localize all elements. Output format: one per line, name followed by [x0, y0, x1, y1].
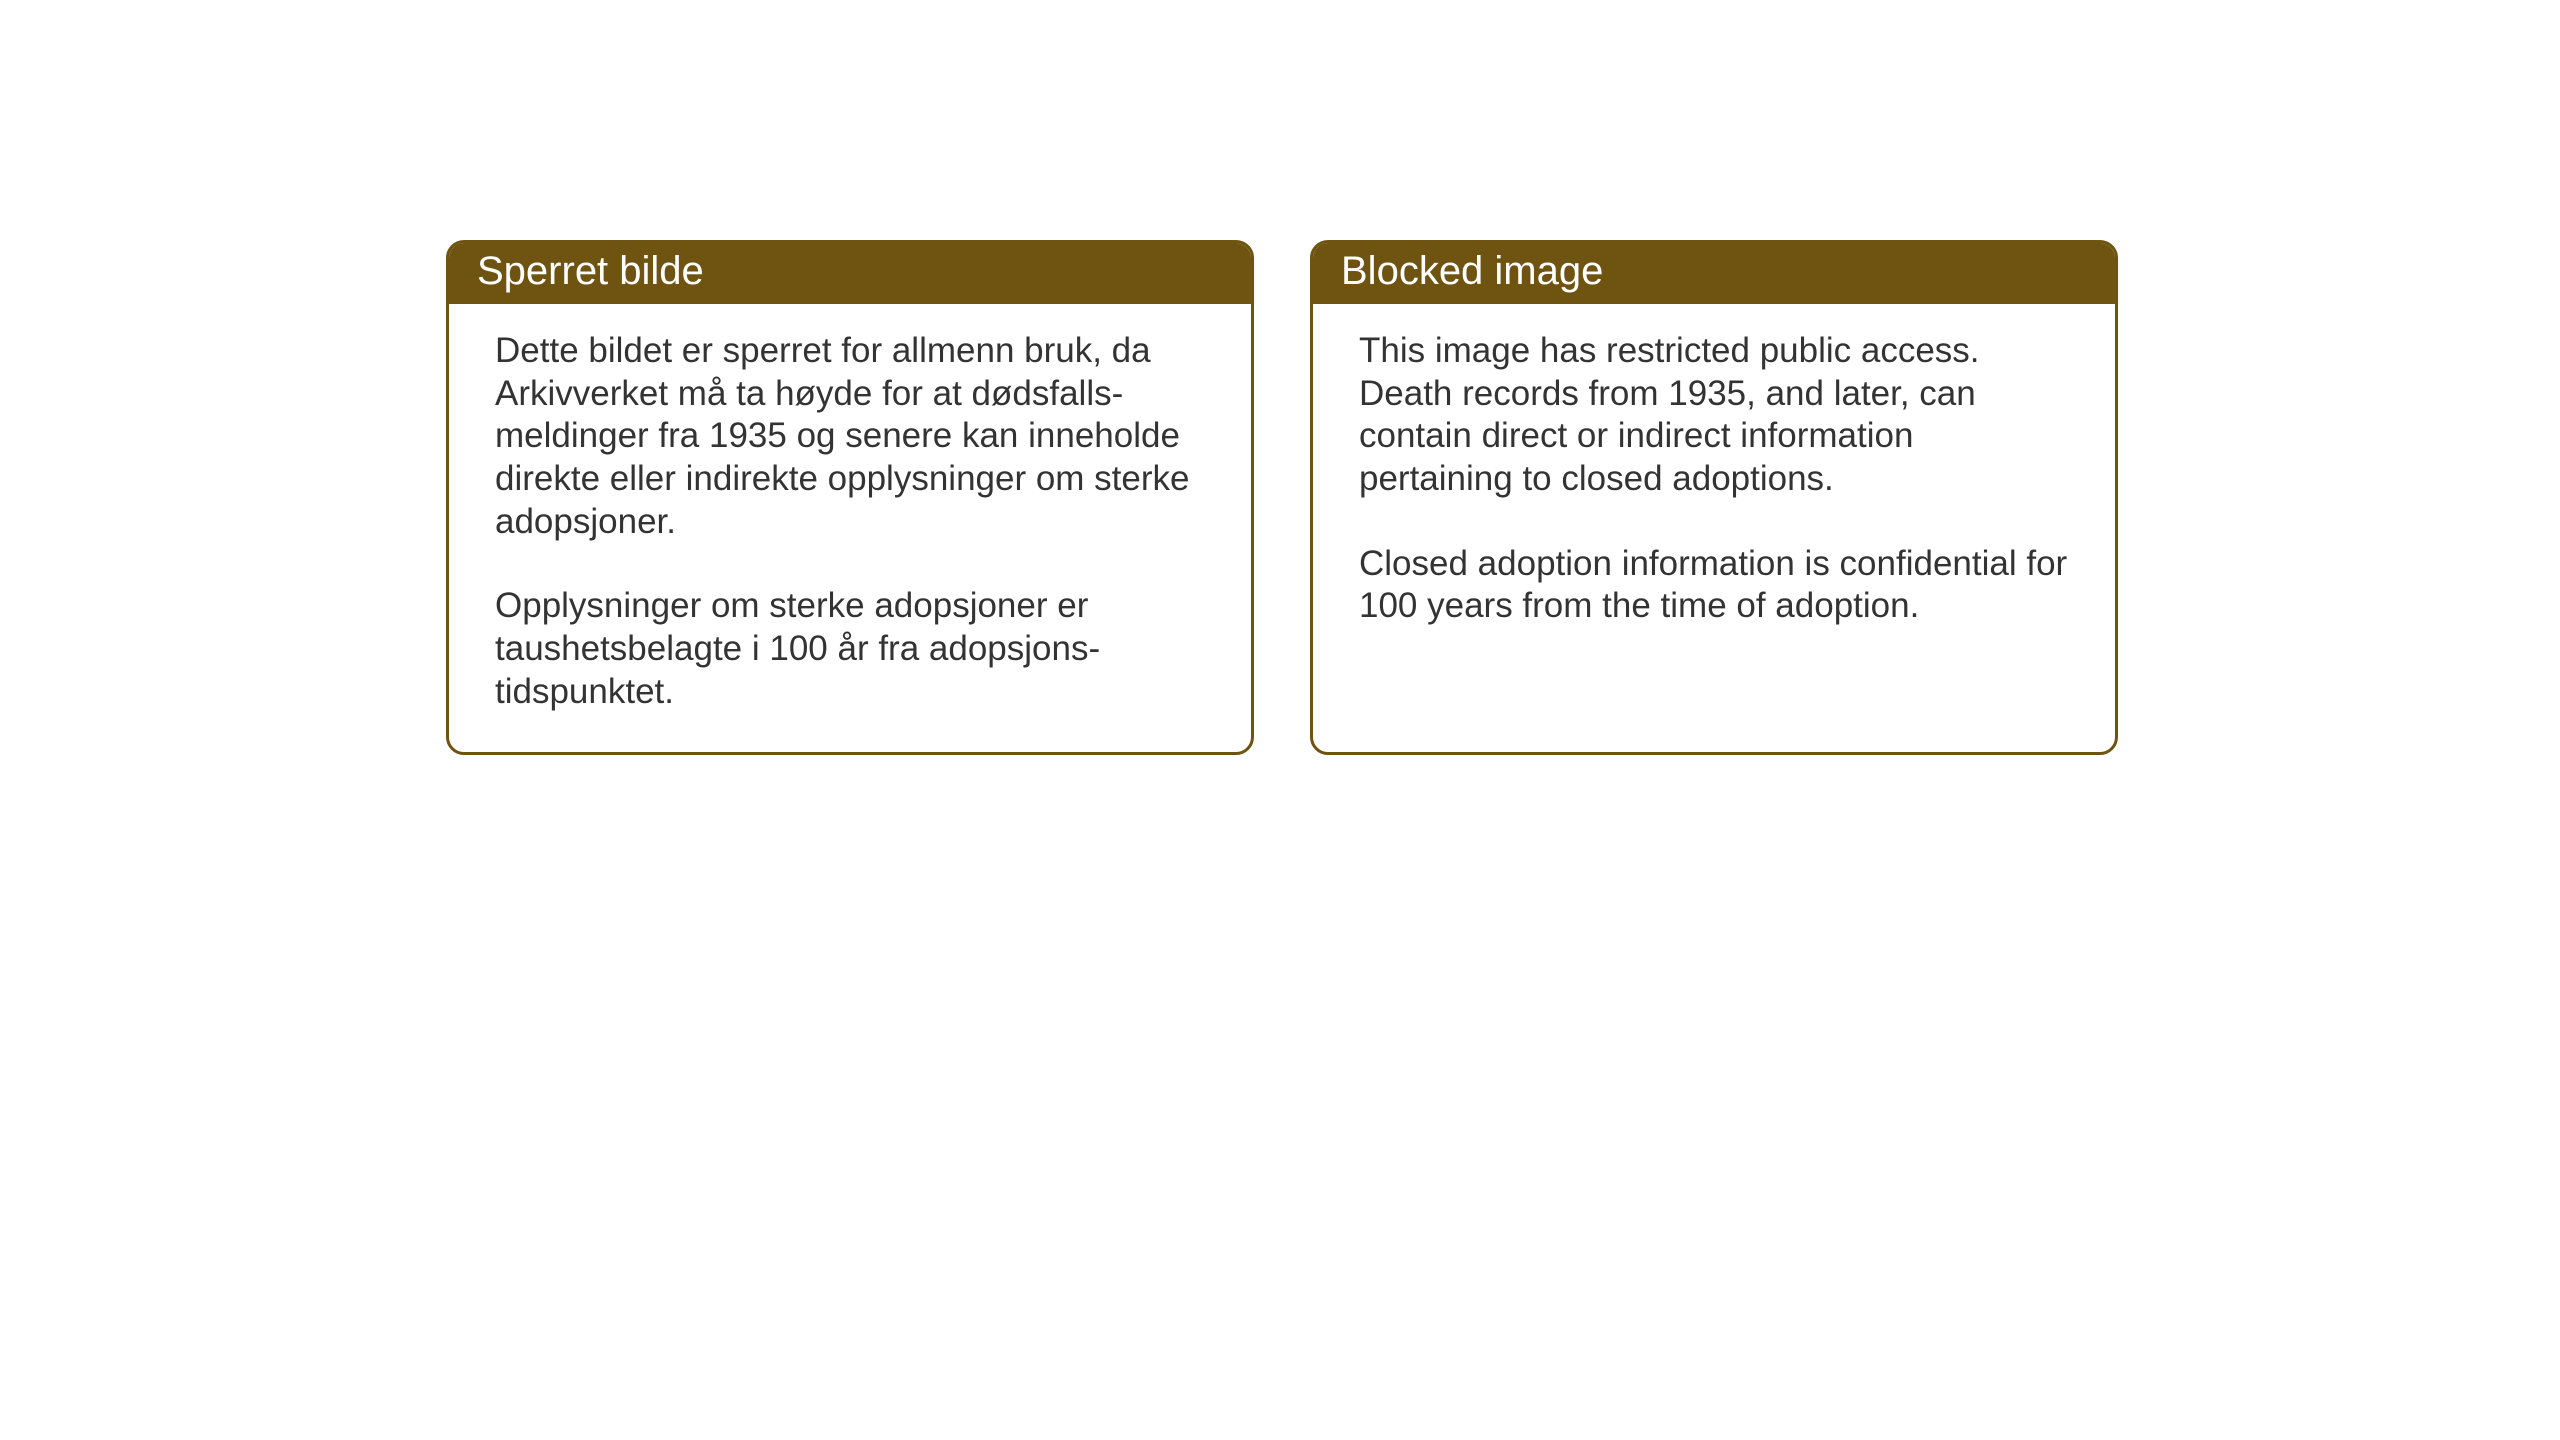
notice-paragraph-1-norwegian: Dette bildet er sperret for allmenn bruk… — [495, 330, 1205, 543]
notice-box-english: Blocked image This image has restricted … — [1310, 240, 2118, 755]
notice-paragraph-2-english: Closed adoption information is confident… — [1359, 543, 2069, 628]
notice-title-norwegian: Sperret bilde — [477, 249, 704, 293]
notice-paragraph-2-norwegian: Opplysninger om sterke adopsjoner er tau… — [495, 585, 1205, 713]
notice-title-english: Blocked image — [1341, 249, 1603, 293]
notice-header-english: Blocked image — [1313, 243, 2115, 304]
notice-body-norwegian: Dette bildet er sperret for allmenn bruk… — [449, 304, 1251, 752]
notice-body-english: This image has restricted public access.… — [1313, 304, 2115, 666]
notice-header-norwegian: Sperret bilde — [449, 243, 1251, 304]
notice-box-norwegian: Sperret bilde Dette bildet er sperret fo… — [446, 240, 1254, 755]
notice-paragraph-1-english: This image has restricted public access.… — [1359, 330, 2069, 501]
notice-container: Sperret bilde Dette bildet er sperret fo… — [446, 240, 2118, 755]
